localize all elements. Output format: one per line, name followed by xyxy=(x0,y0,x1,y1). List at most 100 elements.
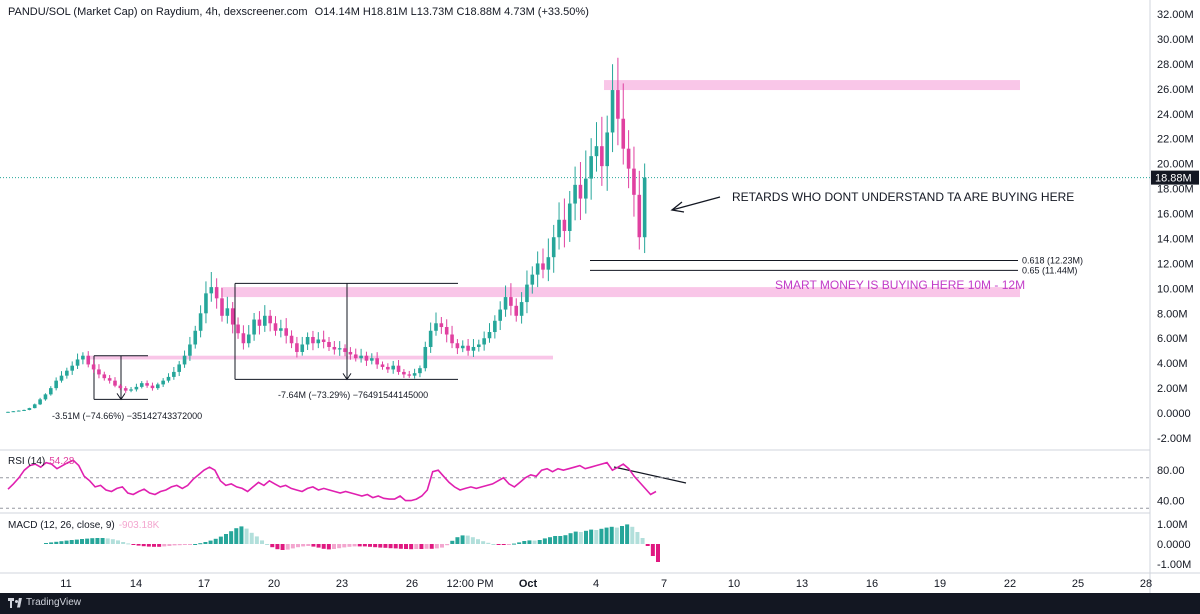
candle-up xyxy=(477,344,481,347)
candle-down xyxy=(386,366,390,370)
candle-up xyxy=(557,219,561,238)
time-tick-label: 28 xyxy=(1140,578,1152,590)
price-tick-label: 2.00M xyxy=(1157,383,1188,395)
macd-bar xyxy=(470,537,475,544)
drawing-lines xyxy=(0,177,1150,484)
candle-down xyxy=(236,324,240,334)
annotation-text: SMART MONEY IS BUYING HERE 10M - 12M xyxy=(775,278,1025,292)
macd-bar xyxy=(100,538,105,544)
rsi-trendline xyxy=(613,466,687,484)
candle-up xyxy=(193,330,198,345)
macd-bar xyxy=(321,544,326,549)
macd-legend[interactable]: MACD (12, 26, close, 9) -903.18K xyxy=(8,520,159,531)
macd-bar xyxy=(455,537,460,544)
candle-up xyxy=(172,371,176,377)
candle-up xyxy=(305,337,310,345)
ohlc-values: O14.14M H18.81M L13.73M C18.88M 4.73M (+… xyxy=(314,6,589,18)
candle-down xyxy=(407,374,412,376)
candle-up xyxy=(65,370,69,376)
candle-up xyxy=(503,297,508,310)
candle-down xyxy=(220,298,224,316)
price-tick-label: 0.0000 xyxy=(1157,408,1191,420)
candle-up xyxy=(156,384,160,389)
candle-up xyxy=(567,203,572,231)
price-tick-label: 30.00M xyxy=(1157,34,1194,46)
macd-bar xyxy=(640,538,645,544)
candle-down xyxy=(321,339,326,342)
candle-up xyxy=(166,376,171,381)
macd-bar xyxy=(604,527,609,544)
macd-bar xyxy=(481,541,486,544)
rsi-label: RSI (14) xyxy=(8,456,46,467)
macd-bar xyxy=(527,540,532,544)
candle-down xyxy=(268,315,272,324)
price-zone xyxy=(221,287,1020,298)
candle-down xyxy=(343,348,347,352)
candle-up xyxy=(263,315,267,326)
candle-down xyxy=(600,146,604,167)
macd-bar xyxy=(537,540,542,544)
macd-bar xyxy=(506,544,511,545)
candle-down xyxy=(230,308,235,325)
candle-up xyxy=(198,313,203,331)
time-tick-label: 7 xyxy=(661,578,667,590)
candle-up xyxy=(589,156,593,179)
time-tick-label: 10 xyxy=(728,578,740,590)
candle-up xyxy=(493,320,497,333)
macd-bar xyxy=(486,542,491,544)
time-tick-label: 11 xyxy=(60,578,71,590)
macd-bar xyxy=(44,543,48,544)
candle-up xyxy=(519,302,524,316)
candle-up xyxy=(337,348,342,350)
brand-label: TradingView xyxy=(26,597,82,608)
time-tick-label: 19 xyxy=(934,578,946,590)
candle-down xyxy=(364,355,369,361)
candle-down xyxy=(327,341,331,347)
price-tick-label: 32.00M xyxy=(1157,9,1194,21)
candle-up xyxy=(70,365,74,371)
macd-bar xyxy=(378,544,383,548)
price-zone xyxy=(604,80,1020,91)
macd-bar xyxy=(188,544,192,545)
macd-bar xyxy=(362,544,367,547)
macd-bar xyxy=(645,544,650,546)
time-tick-label: 26 xyxy=(406,578,418,590)
macd-bar xyxy=(429,544,434,549)
rsi-axis: 80.00 40.00 xyxy=(1157,465,1185,507)
time-tick-label: 22 xyxy=(1004,578,1016,590)
candle-up xyxy=(54,380,58,389)
candle-up xyxy=(370,358,374,361)
macd-bar xyxy=(620,526,624,544)
measure-arrow xyxy=(342,373,352,381)
macd-bar xyxy=(234,528,239,544)
price-tick-label: 18.00M xyxy=(1157,184,1194,196)
candle-up xyxy=(59,375,64,381)
candle-down xyxy=(150,385,155,389)
macd-value: -903.18K xyxy=(118,520,160,531)
tradingview-brand[interactable]: TradingView xyxy=(8,597,81,608)
candle-up xyxy=(460,345,465,349)
macd-bar xyxy=(409,544,414,550)
macd-bar xyxy=(635,532,640,544)
rsi-legend[interactable]: RSI (14) 54.28 xyxy=(8,456,74,467)
annotation-text: RETARDS WHO DONT UNDERSTAND TA ARE BUYIN… xyxy=(732,190,1074,204)
time-tick-label: 12:00 PM xyxy=(446,578,493,590)
macd-bar xyxy=(563,535,568,544)
macd-bar xyxy=(553,536,558,544)
macd-bar xyxy=(136,544,141,546)
candle-down xyxy=(295,343,299,352)
candle-down xyxy=(332,346,337,350)
macd-bar xyxy=(465,535,470,544)
time-axis: 11 14 17 20 23 26 12:00 PM Oct 4 7 10 13 16 19 22 25 28 xyxy=(60,578,1152,590)
macd-bar xyxy=(496,544,501,545)
candle-up xyxy=(535,263,540,275)
candle-down xyxy=(626,148,631,169)
supply-demand-zones xyxy=(90,80,1020,360)
macd-bar xyxy=(476,539,480,544)
macd-bar xyxy=(424,544,429,549)
candle-up xyxy=(551,237,556,258)
macd-bar xyxy=(224,534,228,544)
candle-up xyxy=(418,368,422,374)
candle-up xyxy=(300,344,305,352)
symbol-legend[interactable]: PANDU/SOL (Market Cap) on Raydium, 4h, d… xyxy=(8,6,593,18)
